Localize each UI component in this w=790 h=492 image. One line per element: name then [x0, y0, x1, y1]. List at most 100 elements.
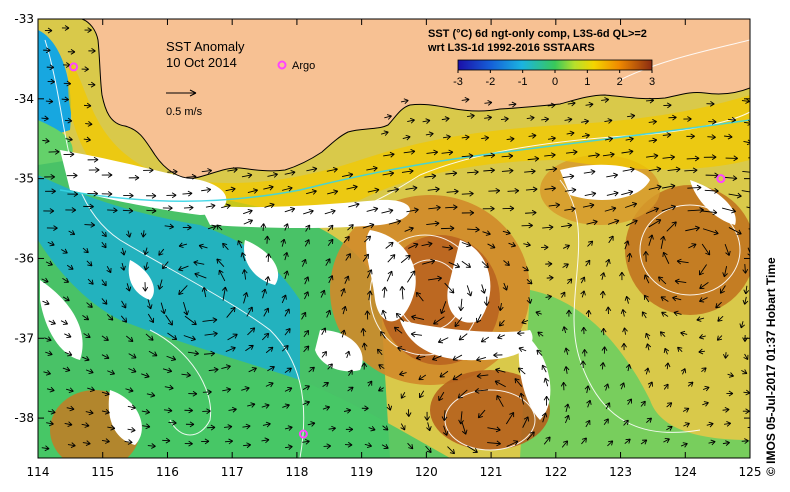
velocity-vector [87, 387, 95, 391]
velocity-vector [422, 119, 431, 123]
velocity-vector [662, 156, 675, 159]
velocity-arrowhead [290, 206, 296, 213]
velocity-arrowhead [452, 170, 458, 177]
velocity-arrowhead [304, 345, 310, 351]
velocity-vector [303, 210, 314, 215]
velocity-vector [425, 133, 434, 136]
velocity-arrowhead [265, 421, 271, 428]
velocity-vector [622, 168, 635, 172]
velocity-arrowhead [332, 167, 338, 173]
velocity-arrowhead [64, 25, 70, 31]
velocity-vector [646, 99, 654, 102]
velocity-arrowhead [69, 151, 75, 158]
velocity-vector [443, 425, 448, 436]
velocity-arrowhead [449, 449, 455, 455]
velocity-vector [402, 136, 411, 139]
velocity-vector [525, 212, 537, 214]
velocity-arrowhead [69, 230, 76, 236]
velocity-vector [225, 188, 236, 192]
velocity-scale-label: 0.5 m/s [166, 106, 203, 118]
velocity-arrowhead [372, 165, 378, 172]
velocity-arrowhead [374, 187, 380, 194]
velocity-vector [262, 223, 265, 231]
velocity-arrowhead [563, 263, 569, 269]
velocity-arrowhead [663, 383, 669, 389]
velocity-vector [382, 425, 389, 431]
velocity-arrowhead [309, 366, 315, 372]
velocity-arrowhead [711, 134, 716, 140]
velocity-arrowhead [210, 350, 216, 357]
velocity-arrowhead [508, 167, 514, 174]
velocity-vector [683, 422, 690, 427]
velocity-vector [587, 240, 593, 247]
velocity-arrowhead [396, 219, 402, 225]
velocity-vector [646, 343, 650, 351]
velocity-vector [121, 248, 125, 256]
velocity-arrowhead [187, 224, 192, 231]
velocity-vector [101, 335, 109, 341]
velocity-arrowhead [222, 242, 228, 248]
velocity-arrowhead [682, 442, 688, 448]
velocity-vector [648, 186, 662, 190]
velocity-vector [322, 382, 329, 387]
velocity-vector [148, 350, 158, 357]
velocity-arrowhead [428, 131, 434, 138]
velocity-arrowhead [321, 327, 327, 333]
velocity-arrowhead [468, 153, 474, 159]
velocity-vector [45, 351, 53, 355]
velocity-vector [303, 330, 309, 338]
velocity-vector [442, 136, 451, 139]
velocity-arrowhead [580, 276, 586, 282]
velocity-vector [645, 333, 650, 340]
velocity-arrowhead [301, 311, 307, 317]
velocity-vector [699, 335, 706, 339]
velocity-arrowhead [51, 188, 56, 195]
velocity-vector [745, 285, 748, 295]
velocity-arrowhead [415, 354, 421, 361]
velocity-arrowhead [566, 309, 572, 315]
x-tick-label: 117 [221, 465, 244, 479]
velocity-vector [101, 298, 108, 305]
velocity-vector [263, 307, 269, 317]
velocity-arrowhead [273, 172, 278, 178]
velocity-arrowhead [283, 223, 289, 229]
velocity-arrowhead [705, 250, 711, 256]
velocity-vector [666, 221, 677, 232]
velocity-arrowhead [480, 337, 487, 343]
velocity-arrowhead [45, 370, 51, 376]
velocity-arrowhead [290, 170, 296, 176]
velocity-arrowhead [86, 102, 92, 109]
velocity-arrowhead [187, 190, 193, 197]
velocity-vector [701, 367, 707, 373]
velocity-arrowhead [225, 203, 231, 210]
velocity-arrowhead [564, 403, 570, 409]
velocity-vector [466, 115, 475, 117]
current-contour [59, 119, 750, 202]
y-axis: -33-34-35-36-37-38 [14, 12, 750, 425]
velocity-arrowhead [424, 416, 430, 421]
velocity-arrowhead [169, 223, 174, 230]
colorbar-tick-label: -2 [485, 76, 495, 88]
velocity-vector [425, 445, 432, 453]
land-mass [70, 19, 750, 179]
velocity-vector [640, 439, 648, 445]
velocity-vector [43, 371, 51, 375]
velocity-vector [308, 366, 315, 373]
velocity-vector [418, 374, 427, 381]
velocity-vector [605, 383, 609, 391]
velocity-vector [547, 104, 556, 107]
velocity-arrowhead [645, 332, 651, 338]
velocity-arrowhead [68, 264, 74, 270]
velocity-vector [606, 192, 619, 196]
velocity-vector [744, 353, 749, 360]
velocity-vector [101, 241, 107, 249]
velocity-vector [484, 116, 492, 119]
velocity-arrowhead [399, 286, 406, 291]
velocity-arrowhead [395, 312, 401, 319]
velocity-vector [448, 261, 460, 268]
velocity-vector [246, 306, 253, 317]
velocity-arrowhead [373, 206, 379, 213]
velocity-vector [547, 137, 556, 140]
velocity-vector [243, 292, 248, 304]
velocity-arrowhead [105, 438, 110, 444]
